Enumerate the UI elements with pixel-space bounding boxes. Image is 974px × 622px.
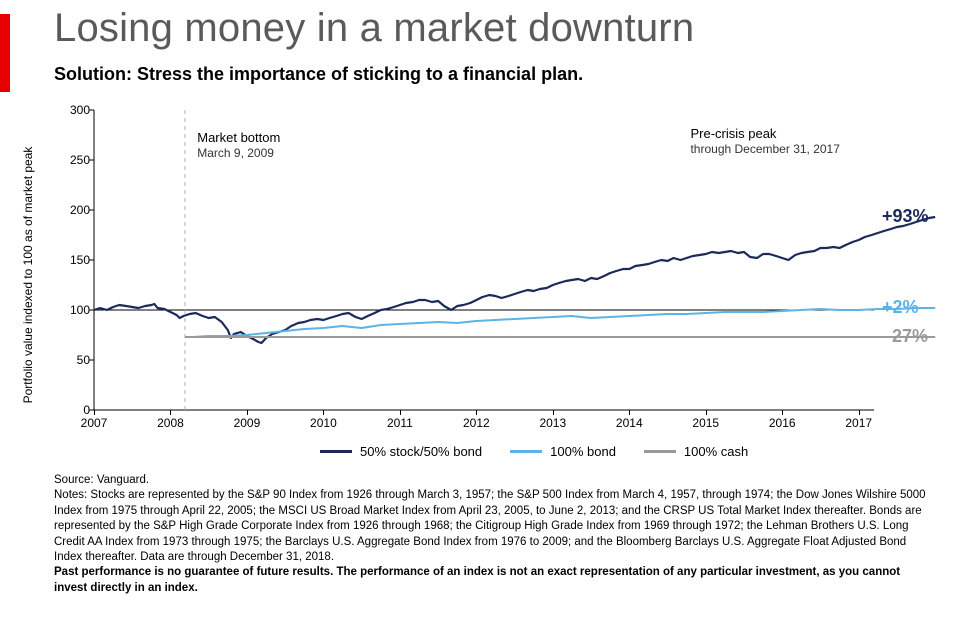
- legend-item: 100% bond: [510, 444, 616, 459]
- x-tick-label: 2012: [463, 416, 490, 430]
- footnotes: Source: Vanguard. Notes: Stocks are repr…: [54, 473, 934, 596]
- y-tick-label: 300: [60, 103, 90, 117]
- x-tick-label: 2017: [845, 416, 872, 430]
- legend-label: 100% bond: [550, 444, 616, 459]
- legend-item: 100% cash: [644, 444, 748, 459]
- x-tick-label: 2015: [692, 416, 719, 430]
- chart-annotation: Market bottomMarch 9, 2009: [197, 130, 280, 161]
- x-tick-label: 2013: [539, 416, 566, 430]
- legend-item: 50% stock/50% bond: [320, 444, 482, 459]
- chart: Portfolio value indexed to 100 as of mar…: [54, 110, 944, 440]
- legend-swatch: [510, 450, 542, 453]
- footnote-notes: Notes: Stocks are represented by the S&P…: [54, 488, 934, 565]
- y-tick-label: 100: [60, 303, 90, 317]
- page: Losing money in a market downturn Soluti…: [0, 0, 974, 622]
- series-end-label: +93%: [882, 206, 929, 227]
- x-tick-label: 2007: [81, 416, 108, 430]
- page-title: Losing money in a market downturn: [54, 6, 694, 51]
- y-tick-label: 200: [60, 203, 90, 217]
- page-subtitle: Solution: Stress the importance of stick…: [54, 64, 583, 85]
- legend-swatch: [644, 450, 676, 453]
- y-tick-label: 150: [60, 253, 90, 267]
- x-tick-label: 2016: [769, 416, 796, 430]
- footnote-source: Source: Vanguard.: [54, 473, 934, 488]
- y-axis-label: Portfolio value indexed to 100 as of mar…: [21, 147, 35, 404]
- legend-label: 100% cash: [684, 444, 748, 459]
- legend: 50% stock/50% bond 100% bond 100% cash: [320, 444, 748, 459]
- series-end-label: –27%: [882, 326, 928, 347]
- y-tick-label: 250: [60, 153, 90, 167]
- legend-label: 50% stock/50% bond: [360, 444, 482, 459]
- x-tick-label: 2011: [387, 416, 413, 430]
- x-tick-label: 2014: [616, 416, 643, 430]
- x-tick-label: 2009: [234, 416, 261, 430]
- chart-annotation: Pre-crisis peakthrough December 31, 2017: [690, 126, 839, 157]
- x-tick-label: 2008: [157, 416, 184, 430]
- y-tick-label: 0: [60, 403, 90, 417]
- x-tick-label: 2010: [310, 416, 337, 430]
- accent-bar: [0, 14, 10, 92]
- series-end-label: +2%: [882, 297, 919, 318]
- legend-swatch: [320, 450, 352, 453]
- y-tick-label: 50: [60, 353, 90, 367]
- footnote-disclaimer: Past performance is no guarantee of futu…: [54, 565, 934, 596]
